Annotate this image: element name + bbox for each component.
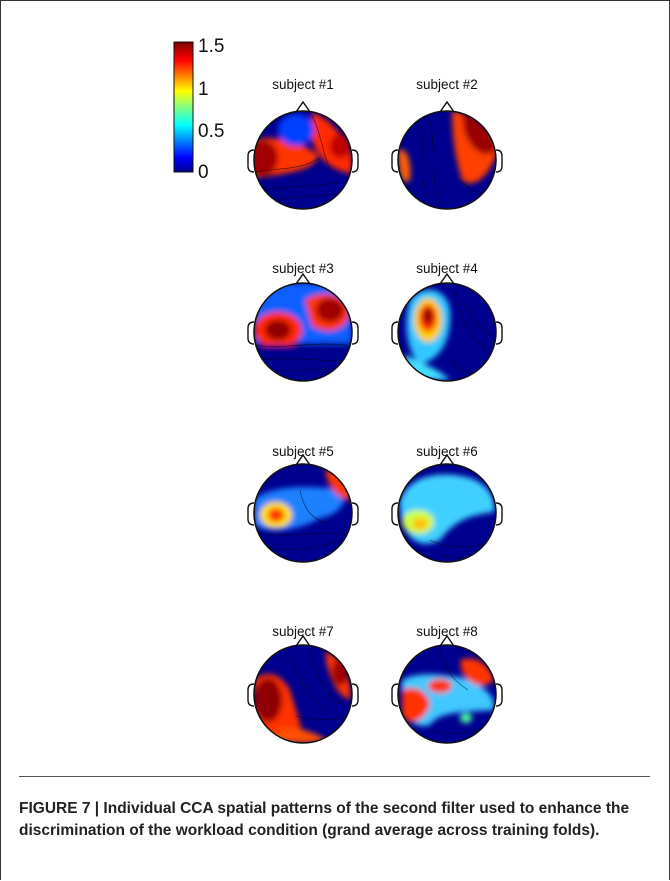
subject-label: subject #8 <box>416 624 478 639</box>
head-topomap-subject-2 <box>391 100 503 210</box>
head-topomap-subject-5 <box>247 453 359 563</box>
head-topomap-subject-4 <box>391 272 503 382</box>
subject-label: subject #6 <box>416 444 478 459</box>
subject-label: subject #7 <box>272 624 334 639</box>
subject-label: subject #4 <box>416 261 478 276</box>
colorbar-tick-label: 0 <box>198 162 209 183</box>
caption-divider <box>19 776 650 777</box>
colorbar-tick-label: 1 <box>198 79 209 100</box>
head-topomap-subject-1 <box>247 100 359 210</box>
subject-label: subject #2 <box>416 77 478 92</box>
figure-canvas: 1.5 1 0.5 0 subject #1 subject #2 subjec… <box>173 36 503 744</box>
head-topomap-subject-7 <box>247 634 359 744</box>
colorbar-tick-label: 0.5 <box>198 121 224 142</box>
colorbar: 1.5 1 0.5 0 <box>173 36 224 183</box>
head-topomap-subject-3 <box>247 272 359 382</box>
subject-label: subject #3 <box>272 261 334 276</box>
subject-label: subject #5 <box>272 444 334 459</box>
colorbar-tick-label: 1.5 <box>198 36 224 57</box>
head-topomap-subject-6 <box>391 453 503 563</box>
subject-label: subject #1 <box>272 77 334 92</box>
figure-caption: FIGURE 7 | Individual CCA spatial patter… <box>19 800 630 839</box>
head-topomap-subject-8 <box>391 634 503 744</box>
colorbar-gradient <box>173 41 194 173</box>
